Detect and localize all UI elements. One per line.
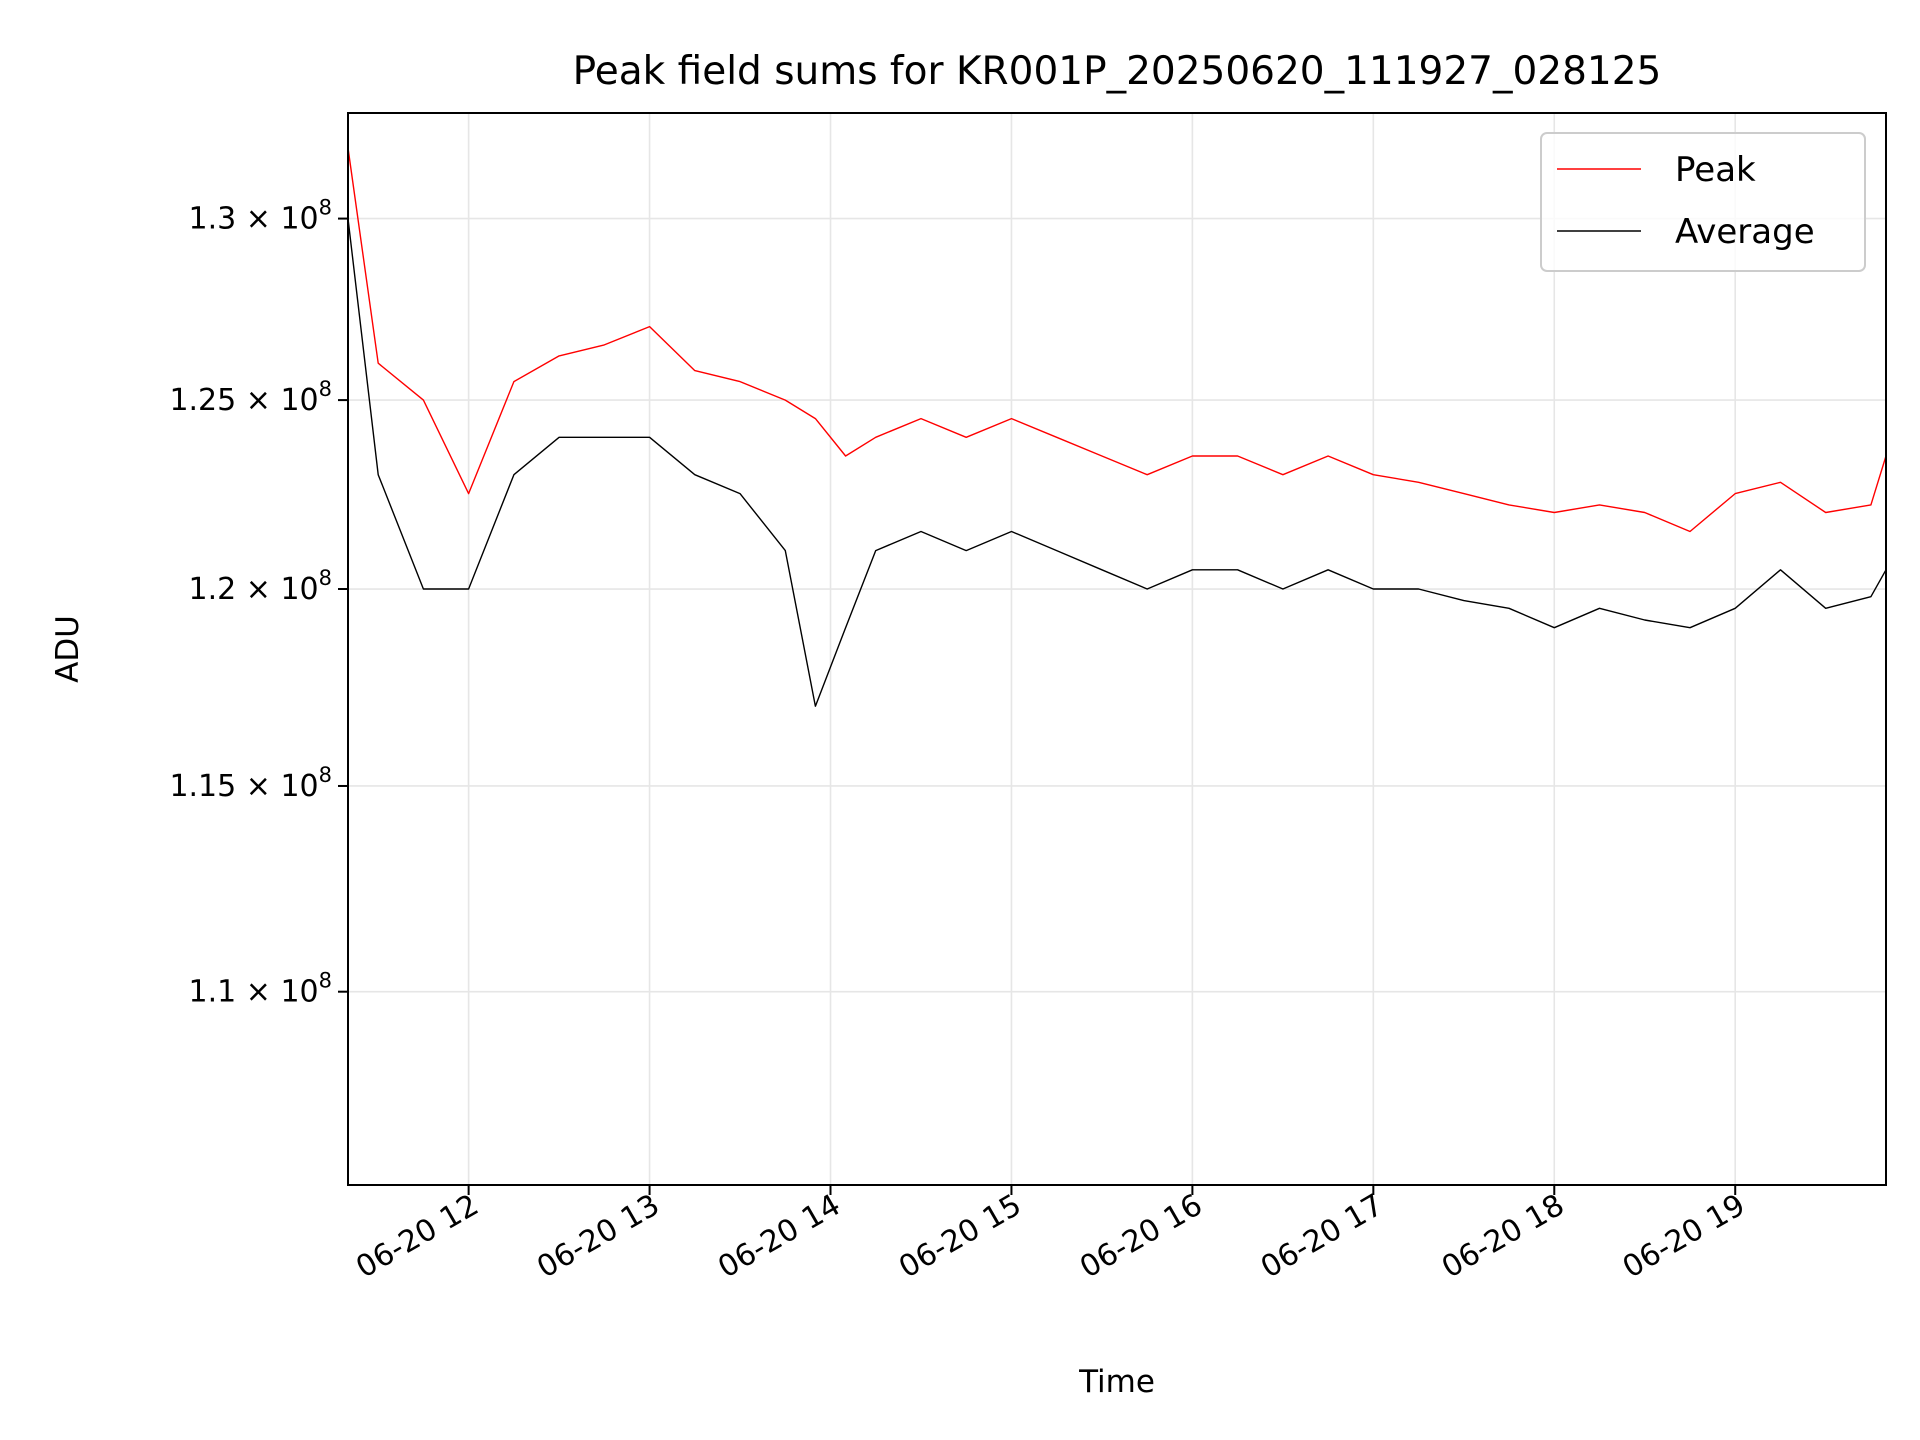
series-line-peak bbox=[348, 147, 1886, 533]
y-tick-label: 1.15 × 108 bbox=[169, 763, 332, 804]
axes-frame bbox=[347, 112, 1887, 1186]
legend-label-peak: Peak bbox=[1675, 150, 1756, 190]
grid bbox=[348, 113, 1886, 1185]
x-axis-label: Time bbox=[1078, 1364, 1155, 1400]
y-tick-label: 1.1 × 108 bbox=[189, 969, 332, 1010]
legend: Peak Average bbox=[1540, 132, 1866, 272]
legend-label-average: Average bbox=[1675, 212, 1815, 252]
chart-title: Peak field sums for KR001P_20250620_1119… bbox=[573, 49, 1662, 94]
y-tick-label: 1.2 × 108 bbox=[189, 566, 332, 607]
plot-area bbox=[348, 147, 1886, 707]
legend-frame bbox=[1540, 132, 1866, 272]
series-line-average bbox=[348, 218, 1886, 707]
y-tick-label: 1.25 × 108 bbox=[169, 377, 332, 418]
y-axis-label: ADU bbox=[50, 615, 86, 683]
y-tick-label: 1.3 × 108 bbox=[189, 196, 332, 237]
